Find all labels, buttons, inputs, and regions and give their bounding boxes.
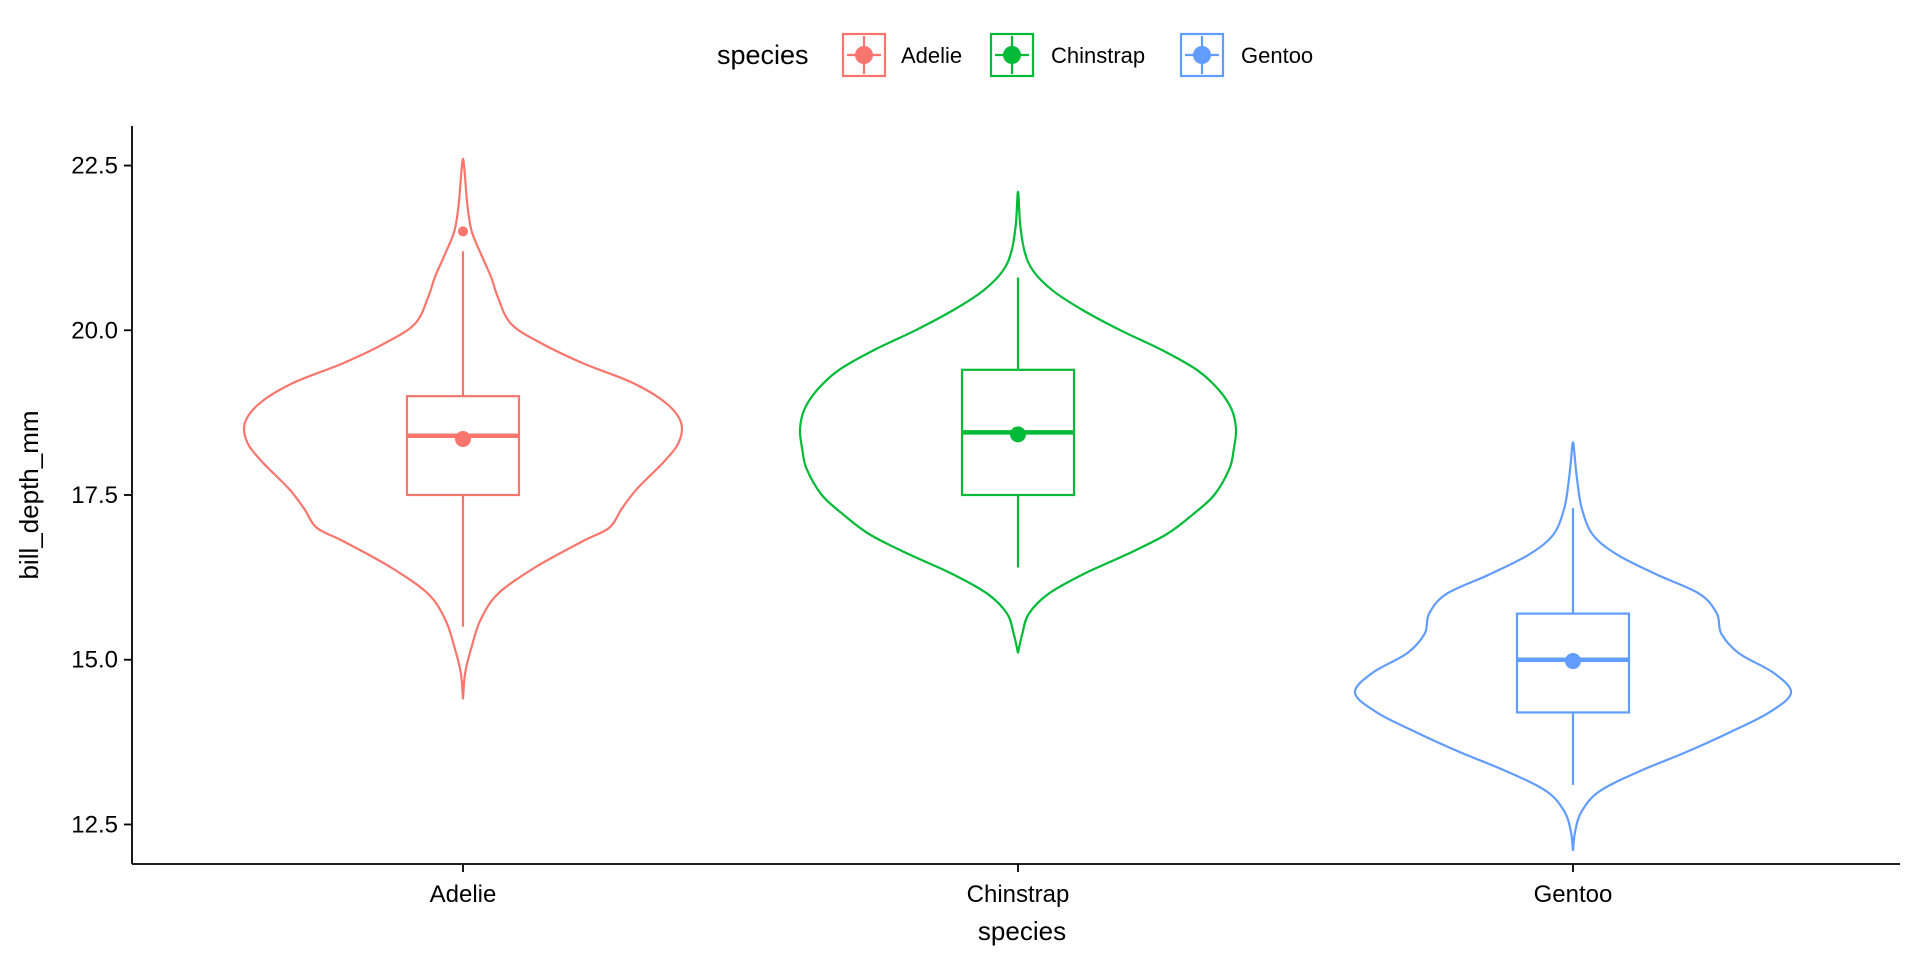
y-tick-label: 20.0 <box>71 317 118 344</box>
y-tick-label: 12.5 <box>71 811 118 838</box>
mean-point <box>1565 653 1581 670</box>
legend-key-point <box>1003 46 1021 64</box>
x-tick-label: Adelie <box>430 881 497 908</box>
legend: species Adelie Chinstrap Gentoo <box>717 32 1313 78</box>
violin-shape <box>798 190 1238 654</box>
violin-group-adelie <box>242 157 684 700</box>
legend-key-adelie <box>841 32 887 78</box>
violin-group-gentoo <box>1353 441 1793 851</box>
legend-key-gentoo <box>1179 32 1225 78</box>
legend-label: Gentoo <box>1241 43 1313 68</box>
y-tick-label: 17.5 <box>71 482 118 509</box>
y-axis-title: bill_depth_mm <box>14 410 44 579</box>
y-tick-label: 22.5 <box>71 153 118 180</box>
violin-group-chinstrap <box>798 190 1238 654</box>
legend-key-chinstrap <box>989 32 1035 78</box>
x-tick-label: Chinstrap <box>967 881 1070 908</box>
legend-key-point <box>855 46 873 64</box>
y-tick-label: 15.0 <box>71 647 118 674</box>
plot-area <box>242 157 1793 851</box>
violin-shape <box>242 157 684 700</box>
violin-shape <box>1353 441 1793 851</box>
axes: species bill_depth_mm 12.5 15.0 17.5 20.0 22… <box>14 126 1900 946</box>
legend-label: Adelie <box>901 43 962 68</box>
mean-point <box>455 430 471 447</box>
mean-point <box>1010 426 1026 443</box>
legend-label: Chinstrap <box>1051 43 1145 68</box>
x-axis-title: species <box>978 916 1066 946</box>
legend-key-point <box>1193 46 1211 64</box>
legend-title: species <box>717 40 809 70</box>
x-tick-label: Gentoo <box>1534 881 1613 908</box>
outlier-point <box>458 226 468 237</box>
